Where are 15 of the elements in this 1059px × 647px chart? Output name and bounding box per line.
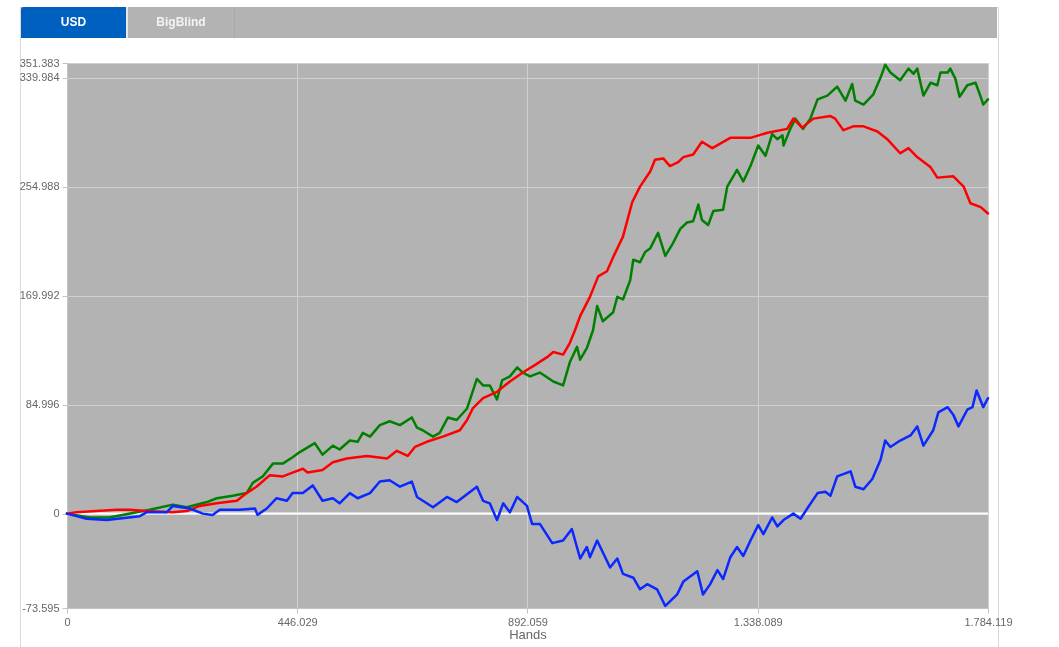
y-tick-label: 169.992 [19,289,60,302]
x-axis-title: Hands [509,626,548,642]
tab: BigBlind [128,7,235,38]
x-tick-label: 1.338.089 [733,615,783,628]
selected-tab: USD [21,7,128,38]
y-tick-label: 254.988 [19,180,60,193]
x-tick-label: 892.059 [508,615,548,628]
x-tick-label: 0 [64,615,71,628]
y-tick-label: 351.383 [19,56,60,69]
y-tick-label: 84.996 [25,398,60,411]
x-tick-label: 446.029 [277,615,318,628]
x-tick-label: 1.784.119 [964,615,1013,628]
y-tick-label: -73.595 [22,601,60,614]
y-tick-label: 339.984 [19,71,60,84]
y-tick-label: 0 [53,507,60,520]
